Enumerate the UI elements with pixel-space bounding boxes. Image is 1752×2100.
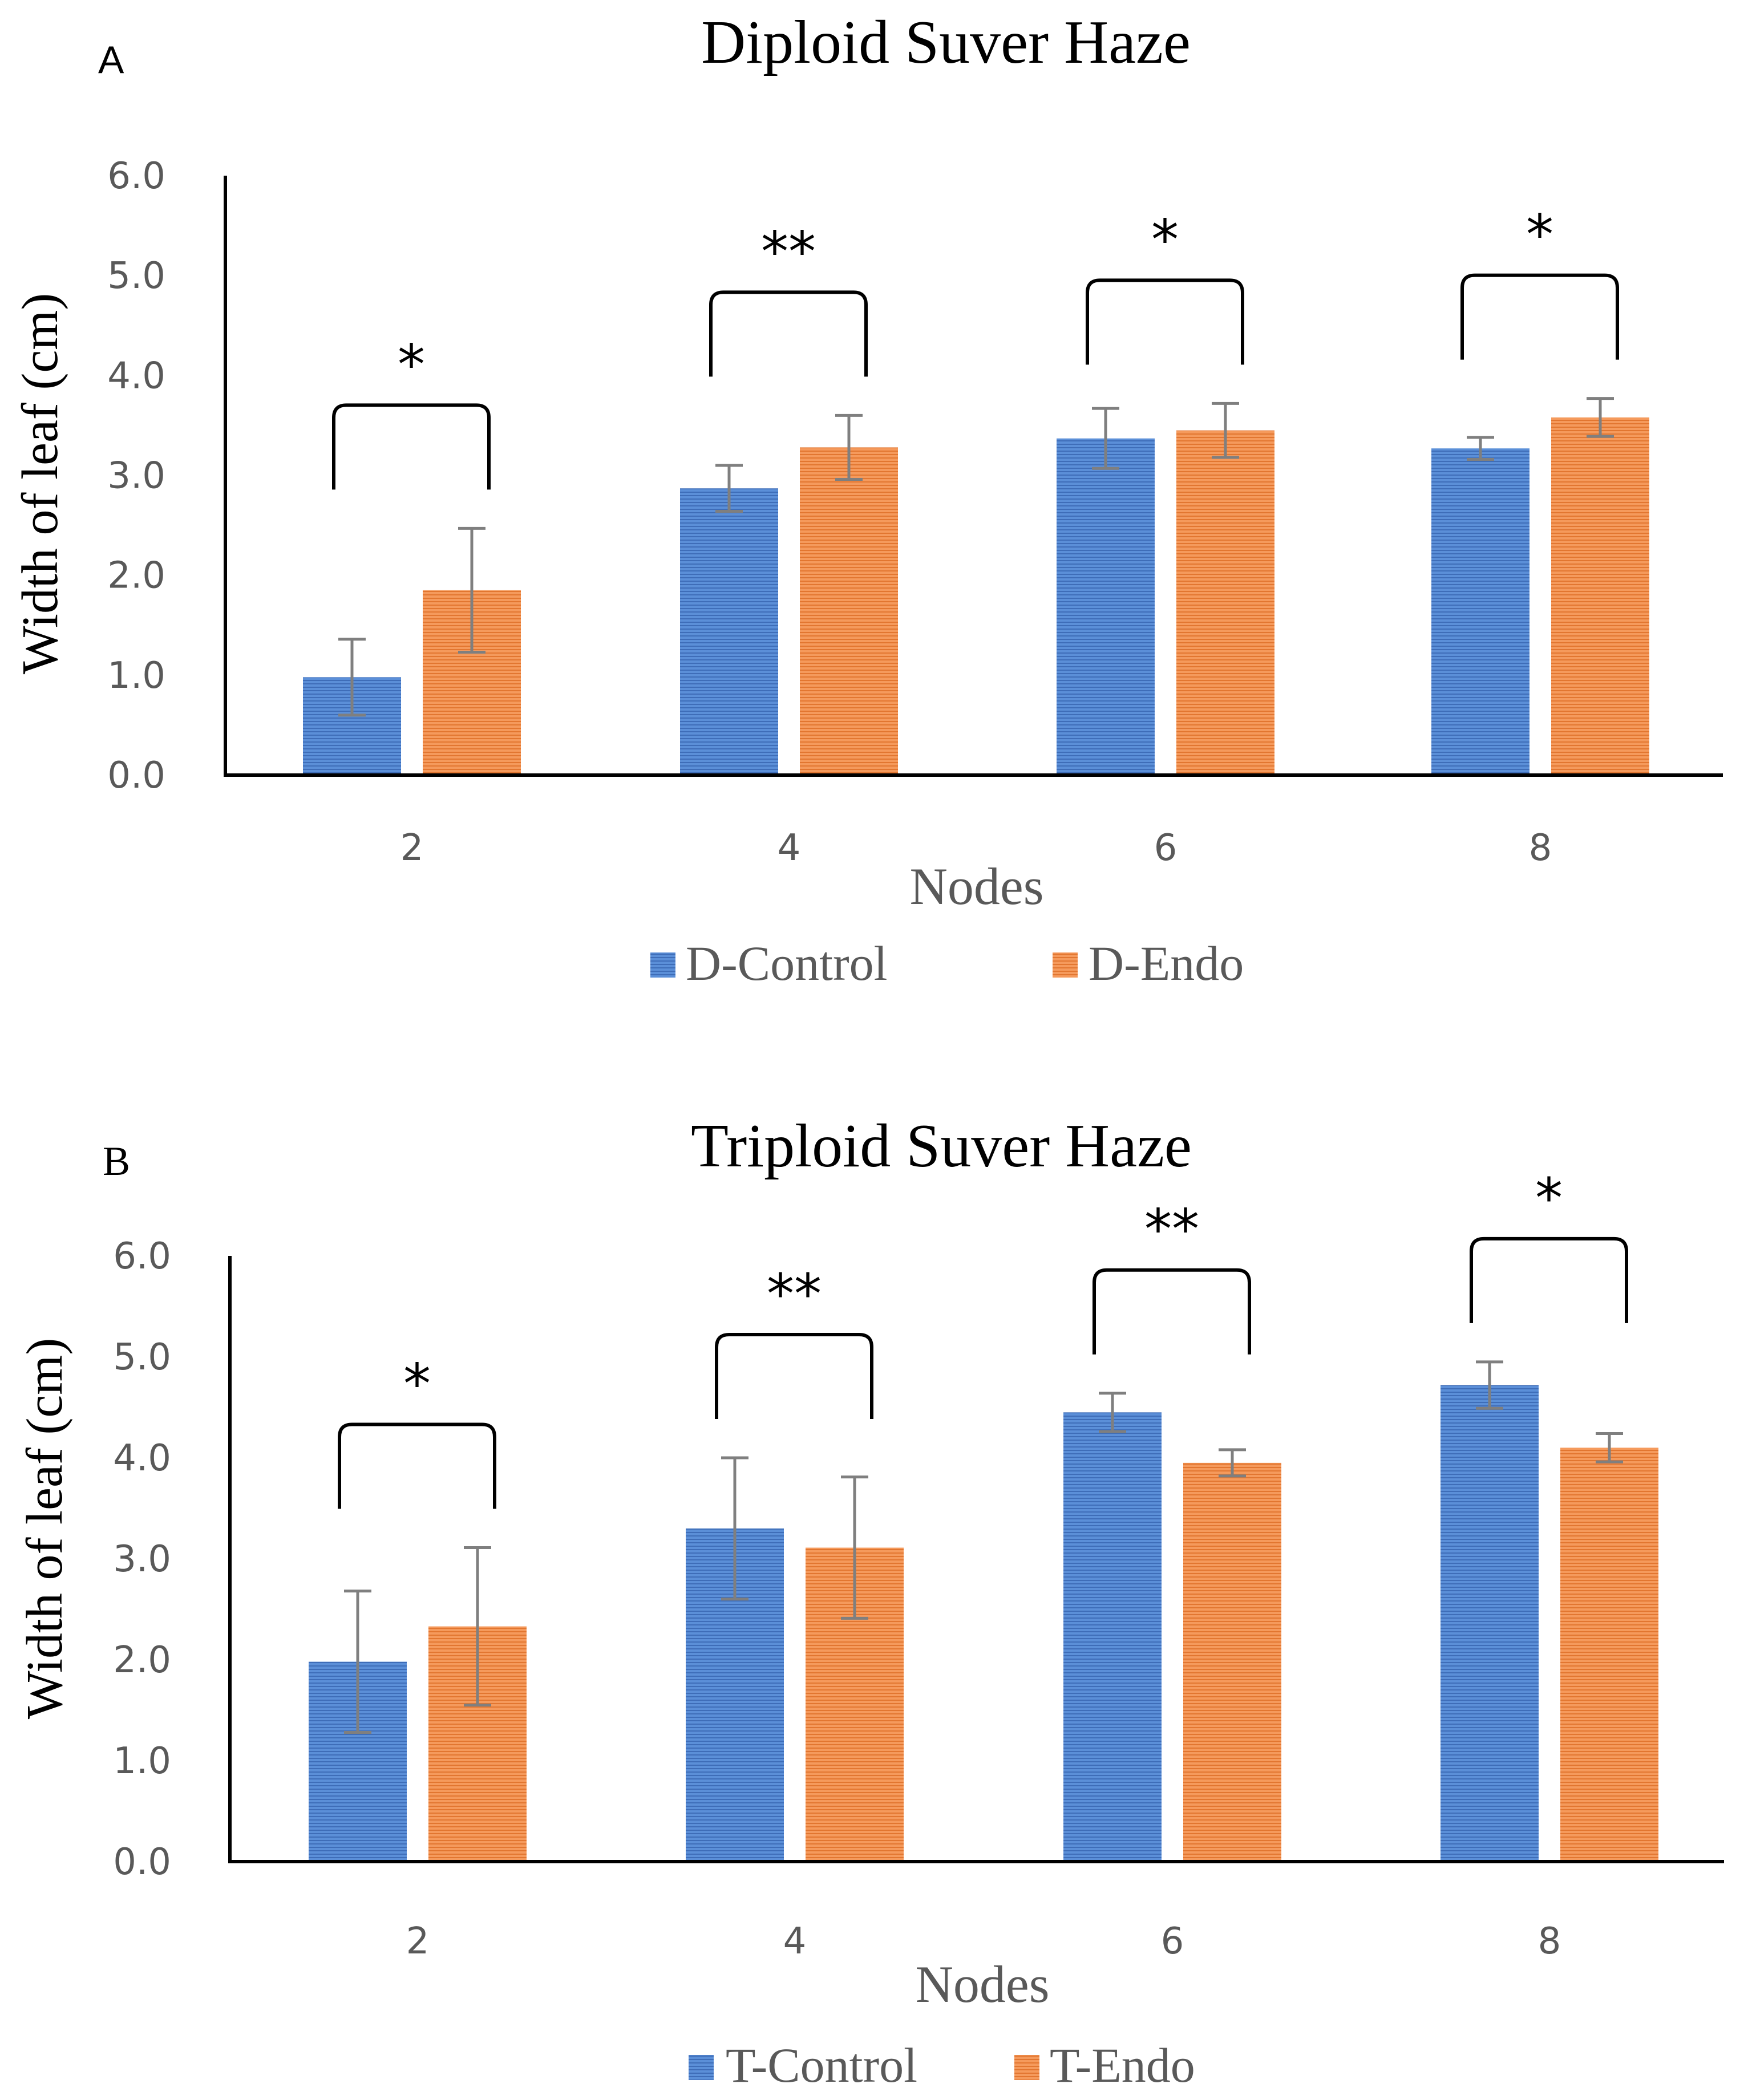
- y-tick-label: 5.0: [113, 1336, 171, 1379]
- x-tick-label: 6: [1161, 1920, 1184, 1963]
- significance-label: **: [1144, 1198, 1199, 1262]
- y-tick-label: 4.0: [113, 1437, 171, 1479]
- chart-title: Diploid Suver Haze: [701, 9, 1191, 76]
- panel-letter: B: [103, 1138, 130, 1184]
- bar-t-control: [1441, 1385, 1539, 1862]
- significance-label: **: [761, 220, 816, 283]
- bar-d-control: [1431, 448, 1530, 775]
- y-tick-label: 5.0: [107, 255, 165, 297]
- x-axis-label: Nodes: [909, 857, 1043, 915]
- y-axis-label: Width of leaf (cm): [12, 293, 68, 675]
- x-tick-label: 2: [400, 827, 424, 869]
- panel-b-chart: B Triploid Suver Haze Width of leaf (cm)…: [17, 1112, 1724, 2093]
- legend: T-Control T-Endo: [689, 2038, 1195, 2093]
- y-axis-label: Width of leaf (cm): [17, 1338, 73, 1720]
- y-tick-label: 2.0: [107, 555, 165, 597]
- significance-bracket: [1093, 1268, 1251, 1355]
- x-tick-label: 4: [783, 1920, 807, 1963]
- significance-bracket: [709, 290, 868, 377]
- significance-label: *: [1526, 203, 1553, 267]
- y-tick-label: 3.0: [107, 455, 165, 497]
- bar-t-control: [1063, 1412, 1162, 1862]
- legend: D-Control D-Endo: [650, 936, 1244, 991]
- legend-swatch-control: [650, 952, 675, 978]
- bar-d-endo: [1551, 417, 1649, 775]
- bar-t-endo: [1560, 1448, 1658, 1862]
- legend-label-endo: D-Endo: [1089, 936, 1244, 991]
- legend-swatch-endo: [1014, 2055, 1039, 2080]
- bar-d-control: [680, 488, 778, 775]
- significance-label: *: [403, 1352, 431, 1416]
- legend-swatch-control: [689, 2055, 714, 2080]
- panel-a-chart: A Diploid Suver Haze Width of leaf (cm) …: [12, 9, 1723, 991]
- legend-label-control: D-Control: [686, 936, 888, 991]
- y-tick-label: 0.0: [113, 1841, 171, 1883]
- significance-bracket: [338, 1422, 496, 1509]
- significance-bracket: [715, 1333, 873, 1419]
- significance-label: *: [1151, 208, 1179, 271]
- y-tick-label: 3.0: [113, 1538, 171, 1580]
- x-tick-label: 4: [778, 827, 801, 869]
- y-tick-label: 6.0: [113, 1235, 171, 1278]
- significance-bracket: [1460, 273, 1619, 360]
- x-tick-label: 2: [406, 1920, 430, 1963]
- legend-swatch-endo: [1053, 952, 1078, 978]
- significance-bracket: [1086, 278, 1244, 365]
- x-axis-label: Nodes: [915, 1955, 1049, 2013]
- legend-label-control: T-Control: [726, 2038, 917, 2093]
- chart-title: Triploid Suver Haze: [691, 1112, 1192, 1180]
- bar-t-endo: [1183, 1462, 1281, 1862]
- significance-label: **: [767, 1262, 822, 1326]
- y-tick-label: 2.0: [113, 1639, 171, 1681]
- y-tick-label: 1.0: [107, 655, 165, 697]
- y-tick-label: 6.0: [107, 155, 165, 197]
- bar-d-control: [1057, 438, 1155, 775]
- x-tick-label: 6: [1154, 827, 1178, 869]
- y-tick-label: 4.0: [107, 355, 165, 397]
- significance-bracket: [332, 403, 491, 490]
- y-tick-label: 0.0: [107, 755, 165, 797]
- panel-letter: A: [98, 38, 124, 82]
- significance-bracket: [1470, 1237, 1628, 1323]
- y-tick-label: 1.0: [113, 1740, 171, 1782]
- x-tick-label: 8: [1538, 1920, 1561, 1963]
- significance-label: *: [1535, 1166, 1563, 1230]
- bar-d-endo: [800, 447, 898, 775]
- x-tick-label: 8: [1529, 827, 1552, 869]
- significance-label: *: [398, 333, 425, 396]
- legend-label-endo: T-Endo: [1050, 2038, 1195, 2093]
- bar-d-endo: [1176, 430, 1274, 775]
